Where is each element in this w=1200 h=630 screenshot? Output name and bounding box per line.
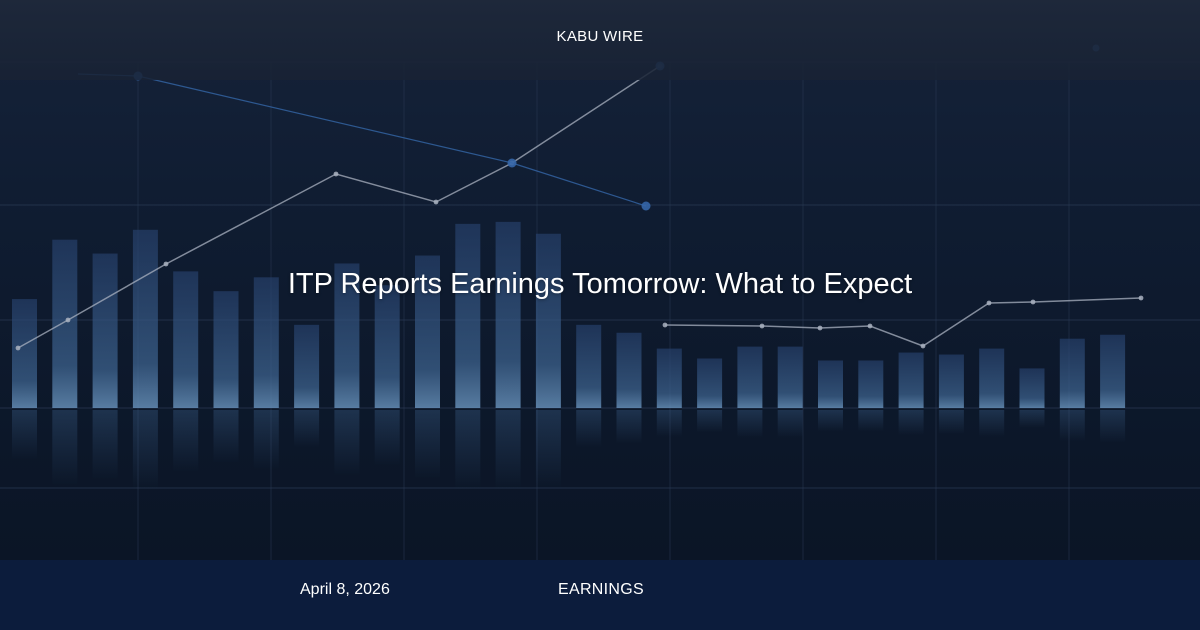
background-trend-point [15, 345, 21, 351]
background-bar-reflection [132, 410, 158, 490]
article-date: April 8, 2026 [300, 581, 390, 598]
background-bar-reflection [92, 410, 118, 480]
background-bar [92, 253, 118, 408]
background-bar [415, 255, 440, 408]
background-bar-reflection [818, 410, 843, 432]
background-bar [12, 299, 37, 408]
background-trend-point [65, 317, 71, 323]
background-trend-point [1138, 295, 1144, 301]
background-bar [253, 277, 279, 408]
background-bar [535, 233, 561, 408]
background-bar-reflection [294, 410, 320, 448]
background-bar [334, 263, 360, 408]
background-bar [52, 239, 78, 408]
background-bar-reflection [616, 410, 642, 444]
background-bar [616, 332, 642, 408]
background-bar-reflection [535, 410, 561, 489]
background-bar [777, 346, 803, 408]
background-bar-reflection [253, 410, 279, 469]
background-bar [213, 291, 239, 408]
background-bar-reflection [415, 410, 440, 479]
article-category: EARNINGS [558, 581, 644, 598]
background-bar-reflection [1059, 410, 1085, 442]
background-bar-reflection [737, 410, 763, 438]
background-bar-reflection [12, 410, 37, 460]
background-bar [1019, 368, 1045, 408]
background-bar [576, 324, 602, 408]
background-trend-point [867, 323, 873, 329]
background-blue-point [507, 158, 517, 168]
background-bar [979, 348, 1005, 408]
article-headline: ITP Reports Earnings Tomorrow: What to E… [287, 268, 913, 300]
background-bar-reflection [455, 410, 481, 490]
background-trend-point [1030, 299, 1036, 305]
background-bar-reflection [777, 410, 803, 438]
header-band [0, 0, 1200, 80]
background-trend-point [662, 322, 668, 328]
background-bar [173, 271, 199, 408]
background-bar [294, 324, 320, 408]
background-trend-point [817, 325, 823, 331]
background-bar-reflection [656, 410, 682, 437]
background-trend-point [986, 300, 992, 306]
background-bar [374, 285, 400, 408]
background-bar-reflection [576, 410, 602, 448]
background-bar-reflection [374, 410, 400, 466]
background-bar-reflection [979, 410, 1005, 437]
background-bar [1100, 334, 1126, 408]
background-bar [455, 223, 481, 408]
background-bar-reflection [938, 410, 964, 435]
background-trend-point [433, 199, 439, 205]
background-bar-reflection [334, 410, 360, 476]
background-bar-reflection [858, 410, 884, 432]
background-trend-point [163, 261, 169, 267]
background-blue-point [641, 201, 651, 211]
background-bar-reflection [52, 410, 78, 486]
background-bar-reflection [1100, 410, 1126, 443]
footer-bar: April 8, 2026 EARNINGS [0, 560, 1200, 630]
brand-name: KABU WIRE [556, 28, 644, 45]
background-trend-line [664, 297, 1142, 347]
background-trend-point [333, 171, 339, 177]
background-bar [697, 358, 723, 408]
background-bar-reflection [898, 410, 924, 435]
background-bar [898, 352, 924, 408]
background-bar-reflection [697, 410, 723, 433]
background-bar [818, 360, 843, 408]
background-bar [737, 346, 763, 408]
background-bar [858, 360, 884, 408]
background-bar-reflection [173, 410, 199, 472]
background-bar-reflection [213, 410, 239, 463]
background-trend-point [759, 323, 765, 329]
background-bar-reflection [495, 410, 521, 490]
background-blue-line [77, 73, 647, 207]
background-bars [12, 221, 1126, 490]
background-trend-point [920, 343, 926, 349]
background-bar [132, 229, 158, 408]
background-bar [1059, 338, 1085, 408]
background-bar-reflection [1019, 410, 1045, 428]
background-bar [656, 348, 682, 408]
background-bar [938, 354, 964, 408]
background-bar [495, 221, 521, 408]
